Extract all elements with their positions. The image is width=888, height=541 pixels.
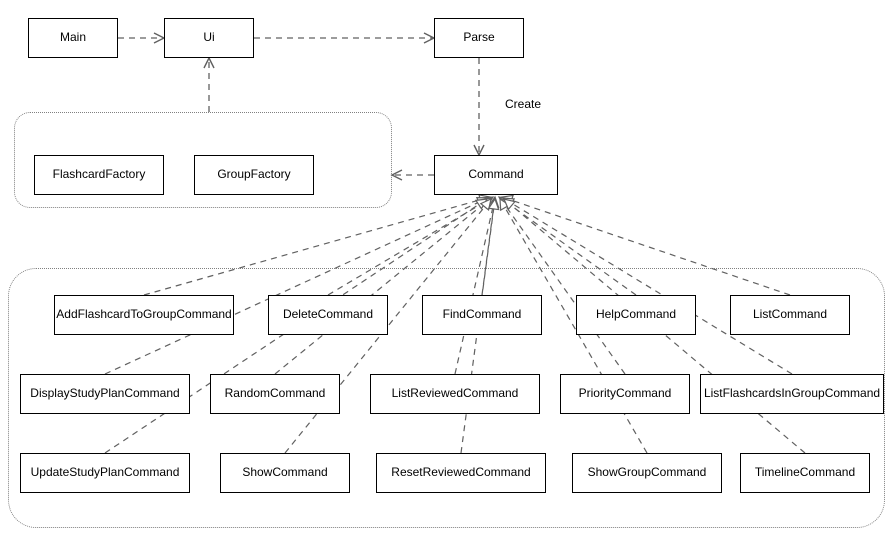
node-label: GroupFactory xyxy=(217,168,290,181)
node-find-command: FindCommand xyxy=(422,295,542,335)
node-random-command: RandomCommand xyxy=(210,374,340,414)
node-label: ListReviewedCommand xyxy=(392,387,519,400)
node-list-reviewed-command: ListReviewedCommand xyxy=(370,374,540,414)
node-label: Command xyxy=(468,168,523,181)
node-label: ListCommand xyxy=(753,308,827,321)
node-label: Ui xyxy=(203,31,214,44)
node-label: DeleteCommand xyxy=(283,308,373,321)
node-list-command: ListCommand xyxy=(730,295,850,335)
edge-label-text: Create xyxy=(505,97,541,111)
node-label: FlashcardFactory xyxy=(53,168,146,181)
node-group-factory: GroupFactory xyxy=(194,155,314,195)
node-priority-command: PriorityCommand xyxy=(560,374,690,414)
node-reset-reviewed-command: ResetReviewedCommand xyxy=(376,453,546,493)
node-label: HelpCommand xyxy=(596,308,676,321)
node-show-group-command: ShowGroupCommand xyxy=(572,453,722,493)
node-label: DisplayStudyPlanCommand xyxy=(30,387,179,400)
node-label: ListFlashcardsInGroupCommand xyxy=(704,387,880,400)
node-delete-command: DeleteCommand xyxy=(268,295,388,335)
node-label: ResetReviewedCommand xyxy=(391,466,530,479)
node-help-command: HelpCommand xyxy=(576,295,696,335)
node-update-study-plan-command: UpdateStudyPlanCommand xyxy=(20,453,190,493)
node-label: TimelineCommand xyxy=(755,466,855,479)
node-list-flashcards-in-group-command: ListFlashcardsInGroupCommand xyxy=(700,374,884,414)
edge-label-create: Create xyxy=(504,97,542,111)
node-ui: Ui xyxy=(164,18,254,58)
node-main: Main xyxy=(28,18,118,58)
node-command: Command xyxy=(434,155,558,195)
node-label: ShowGroupCommand xyxy=(588,466,707,479)
node-display-study-plan-command: DisplayStudyPlanCommand xyxy=(20,374,190,414)
node-label: RandomCommand xyxy=(225,387,326,400)
node-label: AddFlashcardToGroupCommand xyxy=(56,308,231,321)
node-parse: Parse xyxy=(434,18,524,58)
node-label: FindCommand xyxy=(443,308,522,321)
node-label: Parse xyxy=(463,31,494,44)
node-show-command: ShowCommand xyxy=(220,453,350,493)
node-label: ShowCommand xyxy=(242,466,327,479)
node-flashcard-factory: FlashcardFactory xyxy=(34,155,164,195)
node-label: Main xyxy=(60,31,86,44)
node-label: PriorityCommand xyxy=(579,387,672,400)
node-timeline-command: TimelineCommand xyxy=(740,453,870,493)
node-label: UpdateStudyPlanCommand xyxy=(31,466,180,479)
node-add-flashcard-to-group-command: AddFlashcardToGroupCommand xyxy=(54,295,234,335)
